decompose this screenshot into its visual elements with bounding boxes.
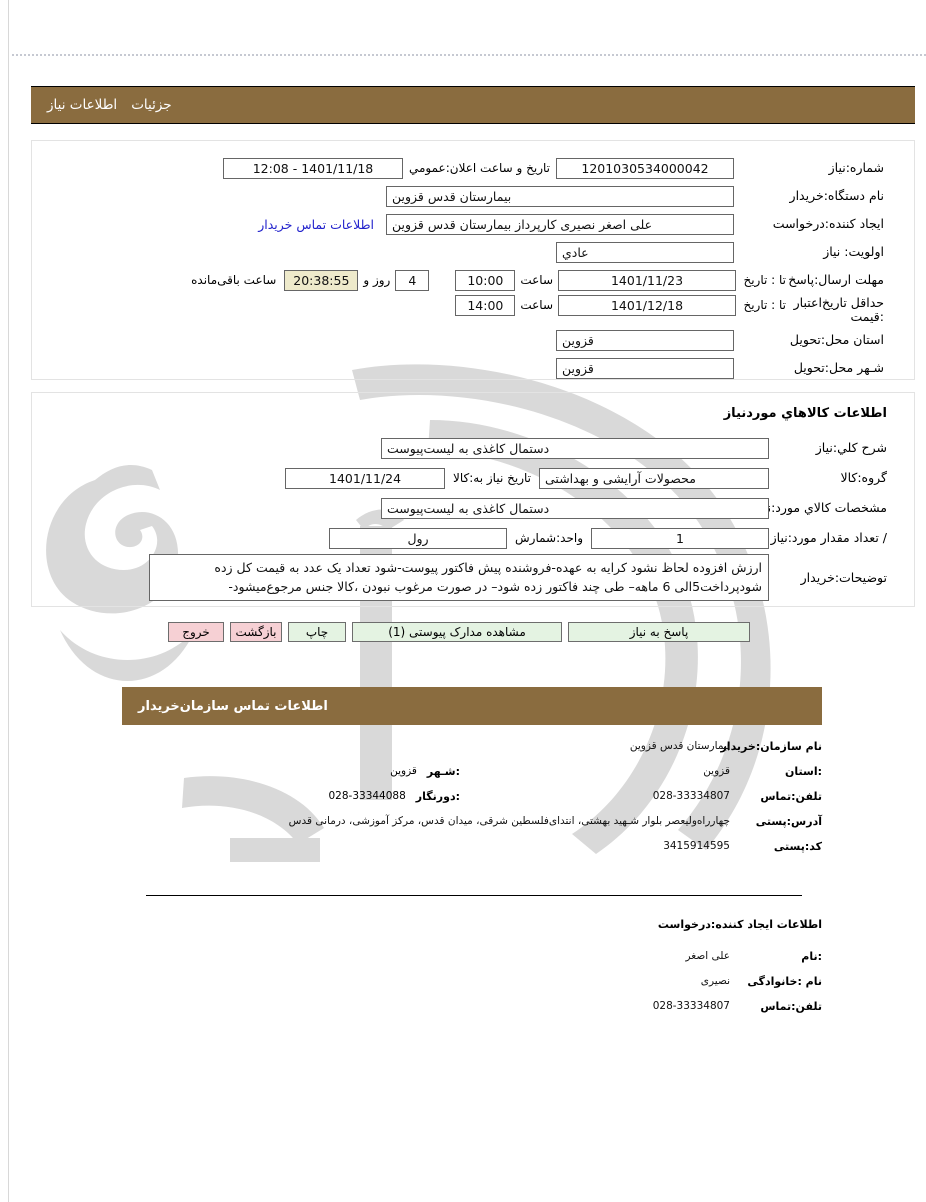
requester-row-phone: تلفن:تماس 028-33334807 — [122, 1000, 822, 1013]
goods-section-title: اطلاعات کالاهاي موردنیاز — [723, 406, 887, 421]
province-label: :استان — [785, 765, 822, 778]
reply-deadline-label: مهلت ارسال:پاسخ — [788, 272, 884, 288]
delivery-city-label: شـهر محل:تحویل — [793, 360, 884, 376]
buyer-org-label: نام دستگاه:خریدار — [789, 188, 884, 204]
top-dotted-separator — [12, 54, 926, 56]
quantity-value: 1 — [591, 527, 769, 549]
postal-code-value: 3415914595 — [663, 840, 730, 852]
need-info-panel: شماره:نیاز 1201030534000042 تاریخ و ساعت… — [31, 140, 915, 380]
requester-phone-label: تلفن:تماس — [760, 1000, 822, 1013]
tab-bar: جزئیات اطلاعات نیاز — [47, 97, 172, 113]
view-attachments-button[interactable]: مشاهده مدارک پیوستی (1) — [352, 622, 562, 642]
countdown-timer: 20:38:55 — [284, 269, 359, 291]
page-left-rule — [8, 0, 9, 1202]
fax-label: :دورنگار — [415, 790, 460, 803]
requester-row-last-name: نام :خانوادگی نصیری — [122, 975, 822, 988]
buyer-contact-link[interactable]: اطلاعات تماس خریدار — [258, 216, 374, 232]
price-validity-date: 1401/12/18 — [558, 295, 736, 316]
price-validity-label-line1: حداقل تاریخ‌اعتبار — [793, 295, 884, 310]
announce-datetime-label: تاریخ و ساعت اعلان:عمومي — [408, 161, 550, 175]
city-value: قزوین — [390, 765, 417, 777]
contact-row-org-name: نام سازمان:خریدار بیمارستان قدس قزوین — [122, 740, 822, 753]
general-desc-label: شرح کلي:نیاز — [815, 440, 887, 456]
unit-label: واحد:شمارش — [515, 531, 583, 545]
requester-last-name-value: نصیری — [700, 975, 730, 987]
postal-code-label: کد:پستی — [773, 840, 822, 853]
goods-specs-value: دستمال کاغذی به لیست‌پیوست — [381, 497, 769, 519]
section-header-buyer-contact: اطلاعات تماس سازمان‌خریدار — [122, 687, 822, 725]
org-name-label: نام سازمان:خریدار — [720, 740, 822, 753]
province-value: قزوین — [703, 765, 730, 777]
tab-need-info[interactable]: اطلاعات نیاز — [47, 97, 118, 113]
back-button[interactable]: بازگشت — [230, 622, 282, 642]
general-desc-value: دستمال کاغذی به لیست‌پیوست — [381, 437, 769, 459]
request-creator-value: علی اصغر نصیری کارپرداز بیمارستان قدس قز… — [386, 213, 734, 235]
buyer-contact-details: نام سازمان:خریدار بیمارستان قدس قزوین :ا… — [122, 740, 822, 865]
goods-group-value: محصولات آرایشی و بهداشتی — [539, 467, 769, 489]
org-name-value: بیمارستان قدس قزوین — [629, 740, 730, 752]
request-creator-label: ایجاد کننده:درخواست — [772, 216, 884, 232]
contact-row-phone-fax: تلفن:تماس 028-33334807 :دورنگار 028-3334… — [122, 790, 823, 803]
city-label: :شـهر — [426, 765, 460, 778]
section-header-need-info: جزئیات اطلاعات نیاز — [31, 86, 915, 124]
contact-row-postal-code: کد:پستی 3415914595 — [122, 840, 822, 853]
buyer-contact-title: اطلاعات تماس سازمان‌خریدار — [138, 698, 328, 714]
delivery-city-value: قزوین — [556, 357, 734, 379]
announce-datetime-value: 1401/11/18 - 12:08 — [222, 157, 403, 179]
goods-group-label: گروه:کالا — [840, 470, 887, 486]
goods-need-date-label: تاریخ نیاز به:کالا — [453, 471, 531, 485]
quantity-label: / تعداد مقدار مورد:نیاز — [770, 530, 887, 546]
unit-value: رول — [329, 527, 508, 549]
price-until-label: تا : تاریخ — [743, 298, 786, 312]
exit-button[interactable]: خروج — [168, 622, 224, 642]
action-button-row: پاسخ به نیاز مشاهده مدارک پیوستی (1) چاپ… — [0, 622, 926, 642]
print-button[interactable]: چاپ — [288, 622, 346, 642]
goods-specs-label: مشخصات کالاي مورد:نیاز — [753, 500, 887, 516]
delivery-province-label: استان محل:تحویل — [789, 332, 884, 348]
buyer-notes-label: توضیحات:خریدار — [800, 569, 887, 585]
requester-details: :نام علی اصغر نام :خانوادگی نصیری تلفن:ت… — [122, 950, 822, 1025]
countdown-suffix-label: ساعت باقی‌مانده — [191, 273, 277, 287]
need-number-label: شماره:نیاز — [828, 160, 884, 176]
tab-details[interactable]: جزئیات — [131, 97, 172, 113]
requester-phone-value: 028-33334807 — [652, 1000, 730, 1012]
reply-time-label: ساعت — [520, 273, 553, 287]
price-time-label: ساعت — [520, 298, 553, 312]
goods-need-date-value: 1401/11/24 — [285, 467, 446, 489]
requester-first-name-label: :نام — [801, 950, 822, 963]
phone-value: 028-33334807 — [652, 790, 730, 802]
requester-first-name-value: علی اصغر — [685, 950, 730, 962]
priority-label: اولویت: نیاز — [823, 244, 884, 260]
requester-section-title: اطلاعات ایجاد کننده:درخواست — [657, 918, 822, 931]
address-label: آدرس:پستی — [755, 815, 822, 828]
goods-info-panel: اطلاعات کالاهاي موردنیاز شرح کلي:نیاز دس… — [31, 392, 915, 607]
remaining-days-value: 4 — [395, 269, 430, 291]
phone-label: تلفن:تماس — [760, 790, 822, 803]
price-validity-label-line2: :قیمت — [850, 309, 884, 325]
days-word-label: روز و — [363, 273, 391, 287]
contact-requester-divider — [146, 895, 802, 896]
reply-deadline-date: 1401/11/23 — [558, 269, 736, 291]
address-value: چهار‌راه‌ولیعصر بلوار شـهید بهشتی، انتدا… — [288, 815, 730, 827]
fax-value: 028-33344088 — [328, 790, 406, 802]
reply-until-label: تا : تاریخ — [743, 273, 786, 287]
requester-last-name-label: نام :خانوادگی — [747, 975, 822, 988]
requester-row-first-name: :نام علی اصغر — [122, 950, 822, 963]
buyer-org-value: بیمارستان قدس قزوین — [386, 185, 734, 207]
respond-to-need-button[interactable]: پاسخ به نیاز — [568, 622, 750, 642]
reply-deadline-time: 10:00 — [455, 269, 516, 291]
need-number-value: 1201030534000042 — [556, 157, 734, 179]
buyer-notes-value: ارزش افزوده لحاظ نشود کرایه به عهده-فروش… — [149, 554, 769, 601]
price-validity-time: 14:00 — [455, 295, 516, 316]
priority-value: عادي — [556, 241, 734, 263]
contact-row-province-city: :استان قزوین :شـهر قزوین — [122, 765, 822, 778]
delivery-province-value: قزوین — [556, 329, 734, 351]
contact-row-address: آدرس:پستی چهار‌راه‌ولیعصر بلوار شـهید به… — [122, 815, 822, 828]
